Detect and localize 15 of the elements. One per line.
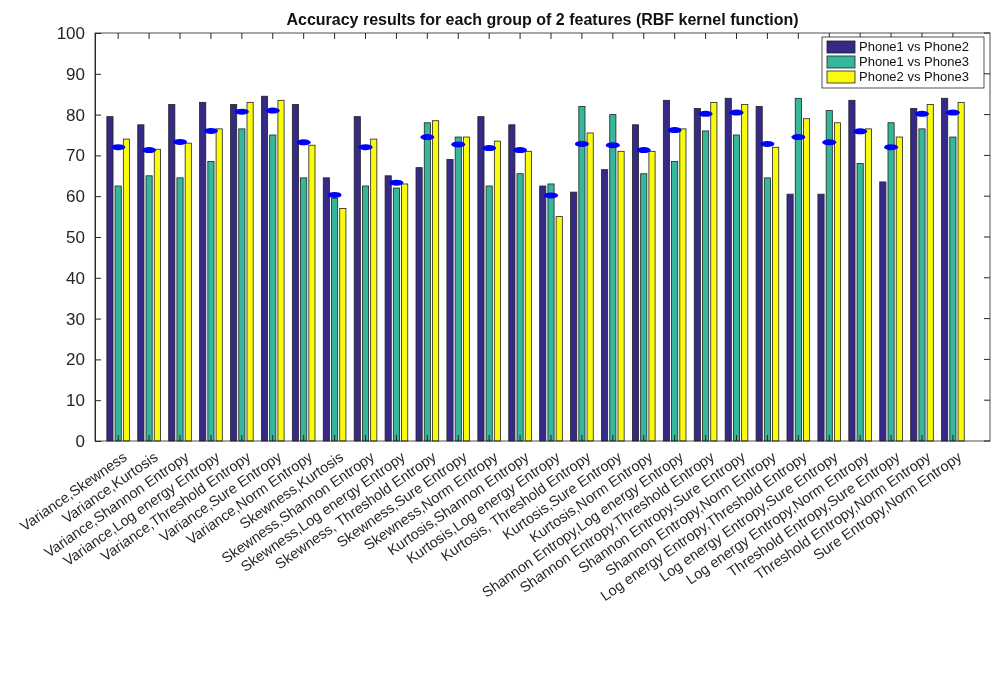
y-tick-label: 30 bbox=[66, 309, 85, 329]
y-tick-label: 20 bbox=[66, 350, 85, 370]
y-tick-label: 50 bbox=[66, 227, 85, 247]
y-tick-label: 70 bbox=[66, 146, 85, 166]
y-tick-label: 100 bbox=[56, 23, 85, 43]
legend-label: Phone1 vs Phone2 bbox=[859, 39, 969, 54]
y-tick-label: 60 bbox=[66, 187, 85, 207]
y-tick-label: 90 bbox=[66, 64, 85, 84]
chart-title: Accuracy results for each group of 2 features (RBF kernel function) bbox=[286, 11, 799, 28]
y-tick-label: 80 bbox=[66, 105, 85, 125]
y-tick-label: 40 bbox=[66, 268, 85, 288]
y-tick-label: 10 bbox=[66, 391, 85, 411]
legend-label: Phone1 vs Phone3 bbox=[859, 54, 969, 69]
legend-label: Phone2 vs Phone3 bbox=[859, 69, 969, 84]
y-tick-label: 0 bbox=[75, 431, 85, 451]
